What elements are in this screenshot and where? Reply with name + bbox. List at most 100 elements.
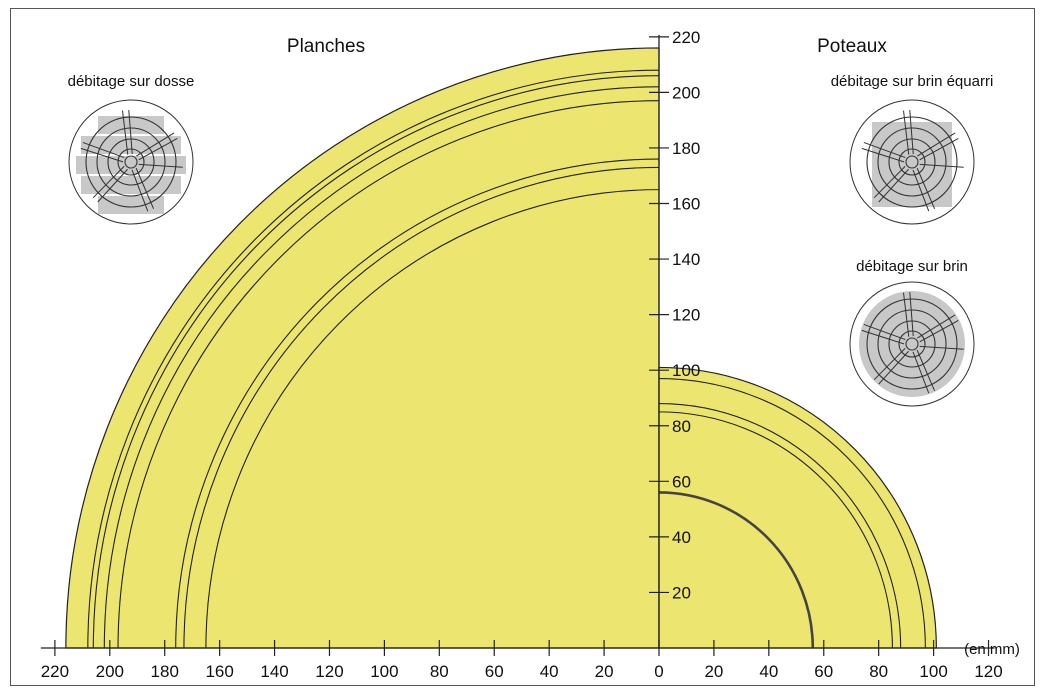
growth-ring xyxy=(124,155,138,169)
x-tick-label: 100 xyxy=(370,662,398,681)
planches-growth-ring xyxy=(183,166,660,649)
growth-ring xyxy=(905,337,919,351)
x-tick-label: 180 xyxy=(151,662,179,681)
growth-ring xyxy=(96,127,166,197)
brin-method-label: débitage sur brin xyxy=(856,258,968,275)
x-tick-label: 200 xyxy=(96,662,124,681)
crack-line xyxy=(909,110,914,155)
growth-ring xyxy=(117,148,145,176)
crack-line xyxy=(136,132,175,157)
crack-line xyxy=(919,137,959,161)
crack-line xyxy=(919,163,964,168)
poteaux-log-section xyxy=(658,366,937,649)
y-tick-label: 200 xyxy=(672,83,700,102)
crack-line xyxy=(122,110,129,155)
growth-ring xyxy=(877,127,947,197)
crack-line xyxy=(919,319,959,343)
crack-line xyxy=(80,147,124,163)
crack-line xyxy=(909,292,914,337)
x-tick-label: 120 xyxy=(315,662,343,681)
poteaux-growth-ring xyxy=(658,411,893,649)
crack-line xyxy=(917,314,956,339)
sawn-plank xyxy=(76,156,186,174)
x-tick-label: 0 xyxy=(654,662,663,681)
y-tick-label: 40 xyxy=(672,528,691,547)
x-tick-label: 80 xyxy=(869,662,888,681)
poteaux-title: Poteaux xyxy=(817,36,887,57)
crack-line xyxy=(135,167,155,210)
planches-growth-ring xyxy=(205,189,660,649)
sawn-plank xyxy=(98,196,164,214)
crack-line xyxy=(861,147,905,163)
x-tick-label: 20 xyxy=(704,662,723,681)
crack-line xyxy=(97,168,128,203)
crack-line xyxy=(878,350,909,385)
brin-cross-section xyxy=(849,281,975,407)
growth-ring xyxy=(877,309,947,379)
crack-line xyxy=(903,292,910,337)
growth-ring xyxy=(905,155,919,169)
y-tick-label: 220 xyxy=(672,28,700,47)
brin-equarri-method-label: débitage sur brin équarri xyxy=(831,73,994,90)
crack-line xyxy=(873,347,906,381)
poteaux-heartwood-ring xyxy=(658,491,815,649)
planches-growth-ring xyxy=(103,86,660,649)
crack-line xyxy=(903,110,910,155)
growth-ring xyxy=(85,116,177,208)
x-tick-label: 60 xyxy=(485,662,504,681)
planches-growth-ring xyxy=(87,69,660,649)
dosse-cross-section xyxy=(68,99,194,225)
planches-growth-ring xyxy=(175,158,660,649)
poteaux-growth-ring xyxy=(658,377,926,649)
crack-line xyxy=(917,132,956,157)
crack-line xyxy=(912,169,930,212)
poteaux-growth-ring xyxy=(658,402,902,649)
x-tick-label: 40 xyxy=(759,662,778,681)
crack-line xyxy=(873,165,906,199)
x-tick-label: 160 xyxy=(205,662,233,681)
y-tick-label: 20 xyxy=(672,583,691,602)
crack-line xyxy=(128,110,133,155)
y-tick-label: 120 xyxy=(672,306,700,325)
crack-line xyxy=(916,349,936,392)
x-tick-label: 220 xyxy=(41,662,69,681)
y-tick-label: 100 xyxy=(672,361,700,380)
crack-line xyxy=(878,168,909,203)
crack-line xyxy=(912,351,930,394)
crack-line xyxy=(919,345,964,350)
crack-line xyxy=(863,141,906,159)
x-tick-label: 80 xyxy=(430,662,449,681)
planches-growth-ring xyxy=(92,75,660,649)
dosse-method-label: débitage sur dosse xyxy=(68,73,195,90)
crack-line xyxy=(916,167,936,210)
x-tick-label: 20 xyxy=(595,662,614,681)
brin-equarri-cross-section xyxy=(849,99,975,225)
y-tick-label: 140 xyxy=(672,250,700,269)
growth-ring xyxy=(898,148,926,176)
crack-line xyxy=(138,137,178,161)
x-tick-label: 120 xyxy=(974,662,1002,681)
y-tick-label: 160 xyxy=(672,195,700,214)
x-tick-label: 40 xyxy=(540,662,559,681)
planches-title: Planches xyxy=(287,36,365,57)
growth-ring xyxy=(866,298,958,390)
growth-ring xyxy=(898,330,926,358)
units-label: (en mm) xyxy=(964,641,1020,658)
crack-line xyxy=(863,323,906,341)
planches-growth-ring xyxy=(117,100,660,649)
x-tick-label: 140 xyxy=(260,662,288,681)
y-tick-label: 60 xyxy=(672,472,691,491)
y-tick-label: 180 xyxy=(672,139,700,158)
crack-line xyxy=(138,163,183,168)
y-tick-label: 80 xyxy=(672,417,691,436)
crack-line xyxy=(131,169,149,212)
round-post xyxy=(859,291,965,397)
sawn-plank xyxy=(98,116,164,134)
crack-line xyxy=(92,165,125,199)
crack-line xyxy=(82,141,125,159)
x-tick-label: 60 xyxy=(814,662,833,681)
crack-line xyxy=(861,329,905,345)
growth-ring xyxy=(866,116,958,208)
x-tick-label: 100 xyxy=(919,662,947,681)
